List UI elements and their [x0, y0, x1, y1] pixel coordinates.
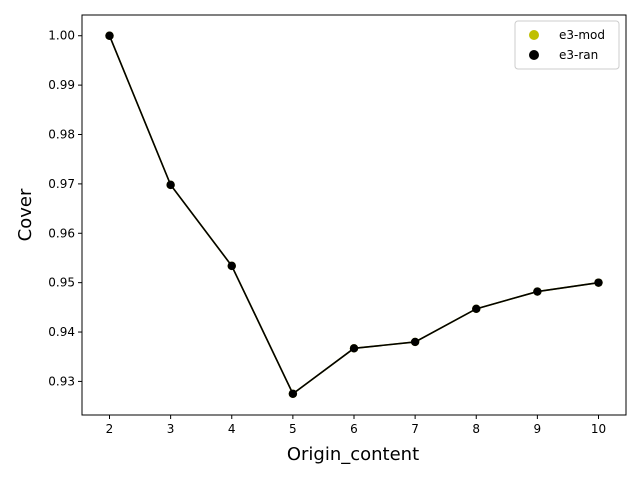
x-axis: 2 3 4 5 6 7 8 9 10 — [106, 415, 606, 436]
data-point-e3-ran — [472, 304, 481, 314]
y-tick-label: 1.00 — [48, 29, 75, 43]
series-layer — [105, 31, 603, 398]
x-tick-label: 10 — [591, 422, 606, 436]
x-axis-title: Origin_content — [287, 444, 419, 465]
x-tick-label: 4 — [228, 422, 236, 436]
legend: e3-mod e3-ran — [514, 20, 620, 70]
data-point-e3-ran — [594, 278, 603, 287]
x-tick-label: 7 — [411, 422, 419, 436]
legend-box — [514, 20, 620, 70]
legend-marker-e3-mod — [529, 30, 539, 40]
data-point-e3-ran — [166, 180, 175, 190]
plot-area — [81, 14, 627, 416]
x-tick-label: 5 — [289, 422, 297, 436]
legend-label-e3-mod: e3-mod — [559, 28, 605, 42]
y-tick-label: 0.96 — [48, 226, 75, 240]
legend-marker-e3-ran — [529, 50, 539, 60]
y-axis: 0.93 0.94 0.95 0.96 0.97 0.98 0.99 1.00 — [48, 29, 82, 388]
data-point-e3-ran — [533, 287, 542, 296]
x-tick-label: 9 — [534, 422, 542, 436]
data-point-e3-ran — [105, 31, 114, 40]
data-point-e3-ran — [227, 261, 236, 271]
data-point-e3-ran — [288, 389, 298, 398]
x-tick-label: 8 — [472, 422, 480, 436]
y-tick-label: 0.98 — [48, 128, 75, 142]
y-tick-label: 0.99 — [48, 78, 75, 92]
y-tick-label: 0.93 — [48, 374, 75, 388]
legend-label-e3-ran: e3-ran — [559, 48, 598, 62]
series-e3-ran — [105, 31, 603, 398]
x-tick-label: 3 — [167, 422, 175, 436]
y-axis-title: Cover — [15, 188, 36, 241]
y-tick-label: 0.94 — [48, 325, 75, 339]
x-tick-label: 2 — [106, 422, 114, 436]
y-tick-label: 0.95 — [48, 276, 75, 290]
data-point-e3-ran — [349, 344, 359, 353]
data-point-e3-ran — [410, 337, 420, 347]
y-tick-label: 0.97 — [48, 177, 75, 191]
x-tick-label: 6 — [350, 422, 358, 436]
